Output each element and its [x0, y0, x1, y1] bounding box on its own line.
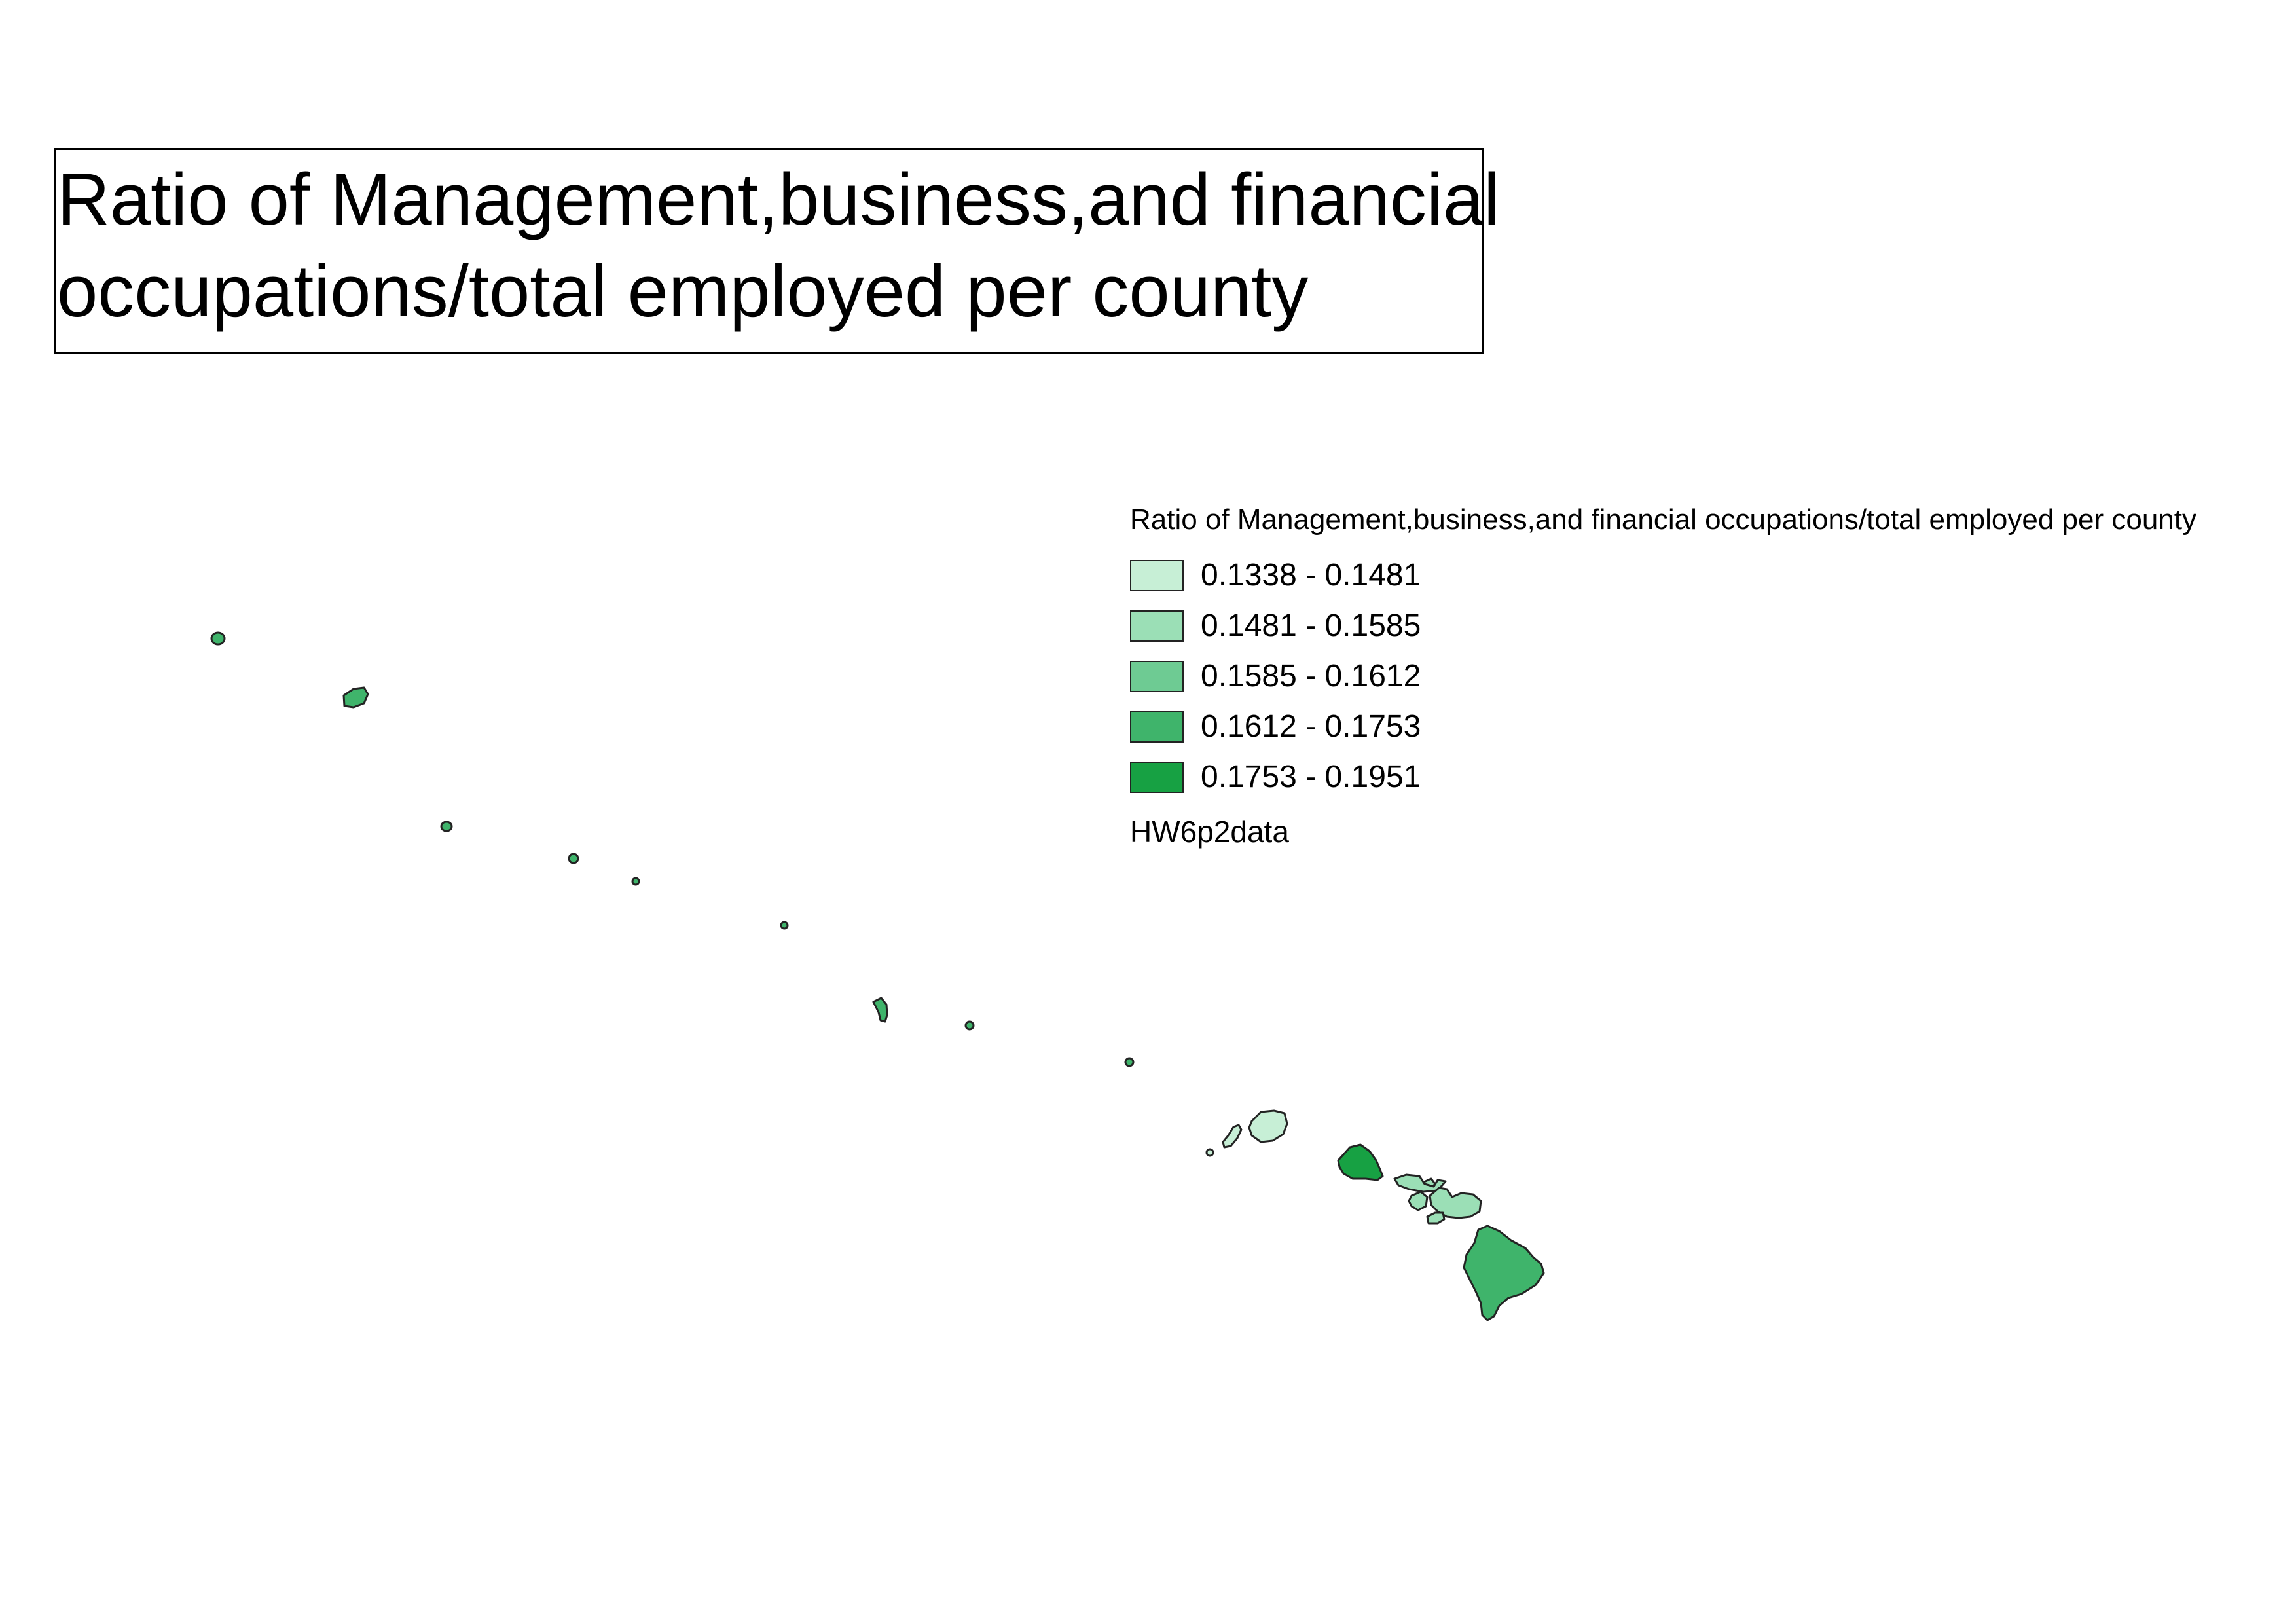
hawaii-county[interactable]	[1463, 1225, 1545, 1321]
legend-item: 0.1612 - 0.1753	[1130, 701, 2196, 752]
island-small-2	[568, 853, 579, 864]
map-legend: Ratio of Management,business,and financi…	[1130, 500, 2196, 849]
island-oahu	[1337, 1143, 1384, 1181]
island-kahoolawe	[1426, 1211, 1446, 1225]
map-title-box: Ratio of Management,business,and financi…	[54, 148, 1501, 354]
legend-label: 0.1612 - 0.1753	[1201, 709, 1421, 744]
kauai-county[interactable]	[1205, 1109, 1288, 1157]
legend-label: 0.1338 - 0.1481	[1201, 558, 1421, 593]
island-nihoa-west	[210, 631, 226, 646]
legend-swatch	[1130, 610, 1184, 642]
island-french-frigate	[872, 997, 888, 1023]
legend-item: 0.1585 - 0.1612	[1130, 651, 2196, 701]
island-kauai	[1248, 1109, 1288, 1143]
map-title-line-1: Ratio of Management,business,and financi…	[57, 158, 1501, 240]
legend-swatch	[1130, 710, 1184, 743]
island-niihau	[1222, 1124, 1243, 1149]
island-small-3	[631, 877, 640, 886]
legend-title: Ratio of Management,business,and financi…	[1130, 504, 2196, 536]
island-small-5	[964, 1020, 975, 1031]
map-title-line-2: occupations/total employed per county	[57, 250, 1309, 332]
legend-item: 0.1338 - 0.1481	[1130, 550, 2196, 600]
island-lanai	[1408, 1190, 1429, 1211]
legend-label: 0.1753 - 0.1951	[1201, 760, 1421, 794]
legend-swatch	[1130, 761, 1184, 793]
island-small-6	[1124, 1057, 1135, 1067]
island-molokai	[1393, 1173, 1447, 1193]
legend-layer-name: HW6p2data	[1130, 815, 1289, 849]
legend-swatch	[1130, 559, 1184, 591]
legend-item: 0.1753 - 0.1951	[1130, 752, 2196, 802]
island-small-1	[440, 821, 453, 832]
island-necker-northwest	[342, 686, 369, 709]
legend-swatch	[1130, 660, 1184, 692]
legend-label: 0.1481 - 0.1585	[1201, 608, 1421, 643]
honolulu-county[interactable]	[1337, 1143, 1384, 1181]
legend-item: 0.1481 - 0.1585	[1130, 600, 2196, 651]
island-hawaii	[1463, 1225, 1545, 1321]
island-kaula	[1205, 1148, 1214, 1157]
island-small-4	[780, 921, 789, 930]
legend-label: 0.1585 - 0.1612	[1201, 659, 1421, 693]
northwestern-islands[interactable]	[210, 631, 1135, 1067]
legend-items: 0.1338 - 0.1481 0.1481 - 0.1585 0.1585 -…	[1130, 550, 2196, 802]
maui-county[interactable]	[1393, 1173, 1482, 1225]
